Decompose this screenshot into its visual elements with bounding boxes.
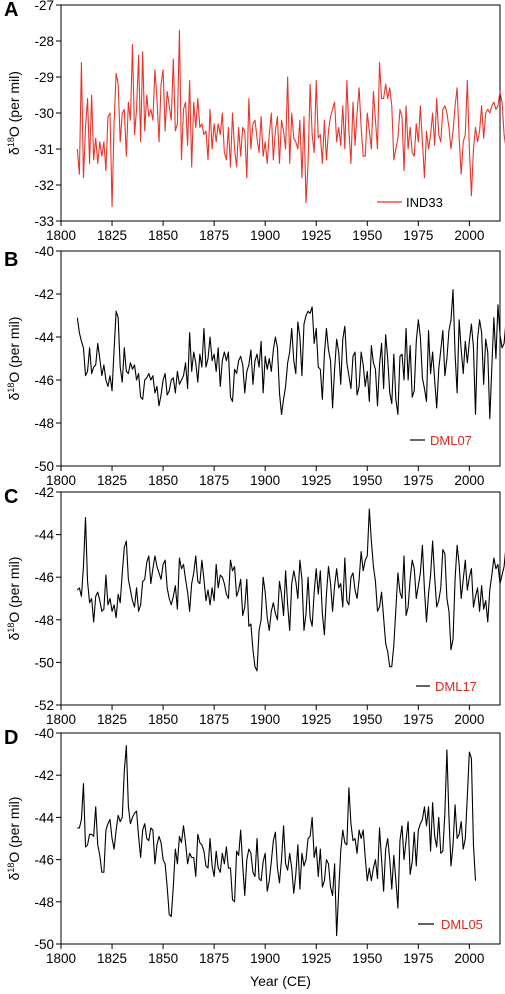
y-tick-label: -44: [34, 810, 54, 825]
y-tick-label: -50: [34, 655, 54, 670]
panel-b: 1800 1825 1850 1875 1900 1925 1950 1975 2000 -50 -…: [4, 244, 505, 488]
x-tick-label: 1825: [97, 951, 127, 966]
x-tick-label: 1800: [46, 228, 76, 243]
y-tick-label: -42: [34, 287, 54, 302]
y-tick-label: -44: [34, 528, 54, 543]
x-tick-label: 1950: [352, 951, 382, 966]
x-tick-label: 1875: [199, 951, 229, 966]
y-tick-label: -28: [34, 34, 54, 49]
x-tick-label: 1850: [148, 951, 178, 966]
plot-frame: [60, 250, 501, 467]
x-tick-label: 1900: [250, 228, 280, 243]
y-tick-label: -42: [34, 768, 54, 783]
x-tick-label: 1875: [199, 473, 229, 488]
plot-frame: [60, 732, 501, 945]
x-tick-label: 1925: [301, 228, 331, 243]
x-tick-label: 1900: [250, 712, 280, 727]
x-tick-label: 1975: [403, 712, 433, 727]
y-tick-label: -33: [34, 214, 54, 229]
x-tick-label: 1850: [148, 228, 178, 243]
x-tick-label: 1850: [148, 712, 178, 727]
x-tick-label: 1875: [199, 228, 229, 243]
x-tick-label: 1925: [301, 473, 331, 488]
y-axis-label: δ18O (per mil): [6, 797, 22, 881]
x-tick-label: 1950: [352, 473, 382, 488]
x-tick-label: 2000: [454, 228, 484, 243]
x-tick-label: 1925: [301, 712, 331, 727]
panel-c: 1800 1825 1850 1875 1900 1925 1950 1975 2000 -52 -…: [4, 485, 505, 727]
legend-label: DML05: [441, 917, 483, 932]
legend-label: IND33: [406, 195, 443, 210]
x-tick-label: 2000: [454, 473, 484, 488]
y-tick-label: -48: [34, 416, 54, 431]
x-tick-label: 1925: [301, 951, 331, 966]
plot-frame: [60, 4, 501, 222]
panel-label: D: [4, 727, 18, 749]
panel-label: B: [4, 249, 18, 271]
y-tick-label: -29: [34, 70, 54, 85]
x-tick-label: 2000: [454, 712, 484, 727]
x-tick-label: 2000: [454, 951, 484, 966]
series-line-dml07: [76, 289, 505, 420]
y-tick-label: -50: [34, 937, 54, 952]
y-axis-label: δ18O (per mil): [6, 557, 22, 641]
y-tick-label: -30: [34, 106, 54, 121]
y-tick-label: -42: [34, 485, 54, 500]
x-tick-label: 1875: [199, 712, 229, 727]
x-tick-label: 1975: [403, 228, 433, 243]
x-tick-label: 1900: [250, 951, 280, 966]
x-tick-label: 1950: [352, 228, 382, 243]
x-axis-label: Year (CE): [250, 973, 311, 989]
x-tick-label: 1800: [46, 951, 76, 966]
y-tick-label: -31: [34, 142, 54, 157]
y-tick-label: -40: [34, 244, 54, 259]
series-line-dml17: [76, 508, 505, 672]
y-axis-label: δ18O (per mil): [6, 71, 22, 155]
y-tick-label: -46: [34, 853, 54, 868]
x-tick-label: 1975: [403, 951, 433, 966]
legend-label: DML07: [430, 433, 472, 448]
plot-frame: [60, 491, 501, 706]
y-tick-label: -40: [34, 726, 54, 741]
x-tick-label: 1850: [148, 473, 178, 488]
x-tick-label: 1800: [46, 473, 76, 488]
x-tick-label: 1825: [97, 228, 127, 243]
x-tick-label: 1825: [97, 473, 127, 488]
y-tick-label: -50: [34, 459, 54, 474]
x-tick-label: 1950: [352, 712, 382, 727]
panel-d: 1800 1825 1850 1875 1900 1925 1950 1975 2000 -50 -…: [4, 726, 501, 966]
panel-label: C: [4, 486, 18, 508]
x-tick-label: 1825: [97, 712, 127, 727]
y-tick-label: -46: [34, 373, 54, 388]
panel-label: A: [4, 0, 18, 21]
y-tick-label: -27: [34, 0, 54, 13]
x-tick-label: 1800: [46, 712, 76, 727]
y-axis-label: δ18O (per mil): [6, 317, 22, 401]
y-tick-label: -48: [34, 895, 54, 910]
y-tick-label: -52: [34, 698, 54, 713]
y-tick-label: -32: [34, 178, 54, 193]
panel-a: 1800 1825 1850 1875 1900 1925 1950 1975 2000 -33 -…: [4, 0, 505, 243]
x-tick-label: 1975: [403, 473, 433, 488]
legend-label: DML17: [435, 679, 477, 694]
y-tick-label: -48: [34, 613, 54, 628]
series-line-ind33: [76, 29, 505, 208]
y-tick-label: -44: [34, 330, 54, 345]
y-tick-label: -46: [34, 570, 54, 585]
x-tick-label: 1900: [250, 473, 280, 488]
series-line-dml05: [77, 745, 477, 937]
